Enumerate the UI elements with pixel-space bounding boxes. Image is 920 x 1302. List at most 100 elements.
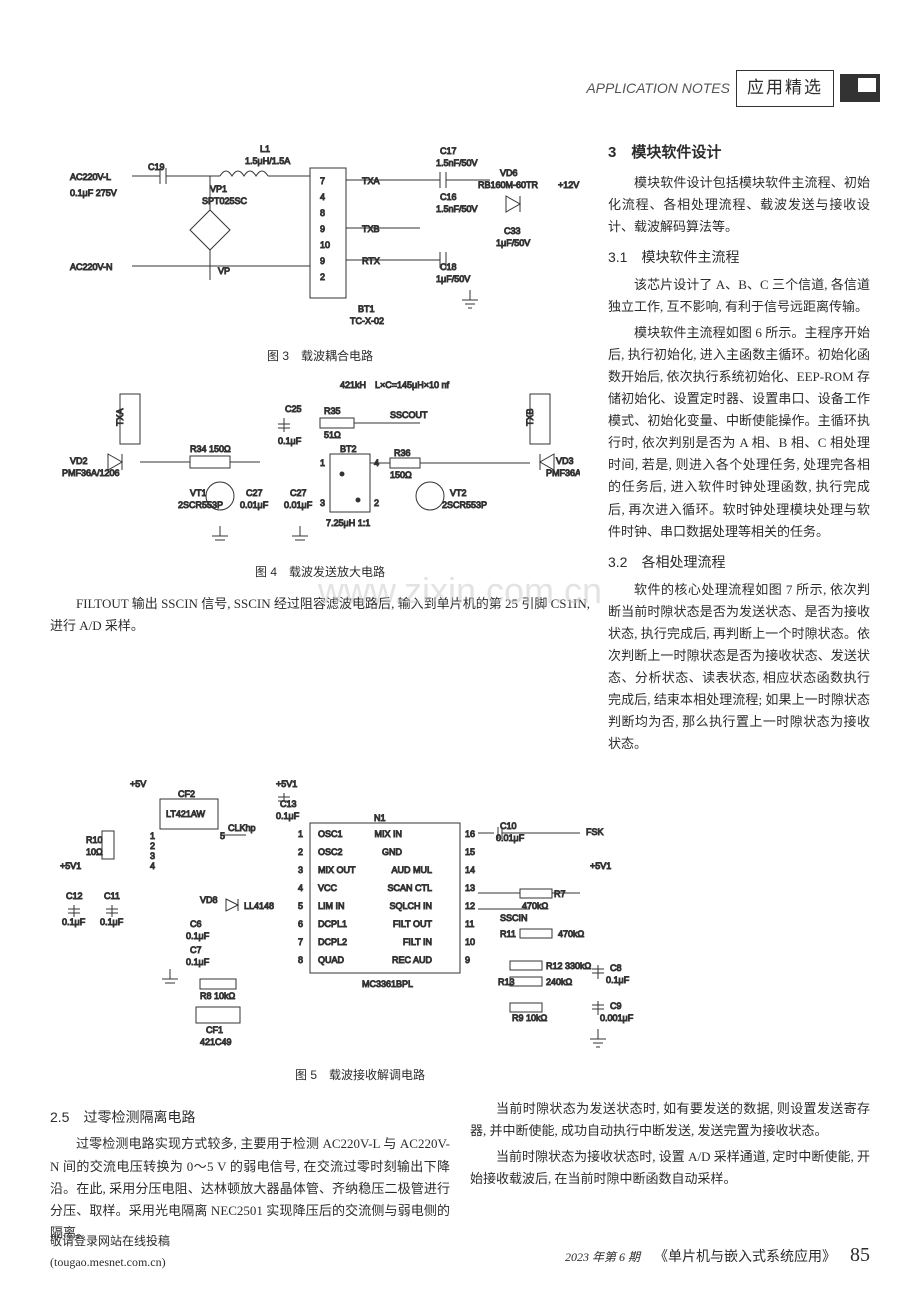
fig4-r35: R35: [324, 406, 341, 416]
fig3-txb: TXB: [362, 224, 380, 234]
fig3-pin7: 8: [320, 208, 325, 218]
fig5-clkhp: CLKhp: [228, 823, 256, 833]
footer-url: (tougao.mesnet.com.cn): [50, 1252, 170, 1272]
svg-text:1: 1: [150, 831, 155, 841]
fig5-r10: R10: [86, 835, 103, 845]
footer-submit-text: 敬请登录网站在线投稿: [50, 1231, 170, 1251]
fig5-cf1: CF1: [206, 1025, 223, 1035]
fig5-c7-val: 0.1μF: [186, 957, 210, 967]
fig5-left-pins: 1OSC1 2OSC2 3MIX OUT 4VCC 5LIM IN 6DCPL1…: [298, 829, 356, 965]
fig3-c18: C18: [440, 262, 457, 272]
fig3-pin9: 9: [320, 256, 325, 266]
fig5-r12: R12 330kΩ: [546, 961, 592, 971]
header-en-label: APPLICATION NOTES: [586, 77, 730, 101]
svg-text:1: 1: [320, 458, 325, 468]
fig3-l1-val: 1.5μH/1.5A: [245, 156, 290, 166]
svg-text:10: 10: [465, 937, 475, 947]
fig5-c8: C8: [610, 963, 622, 973]
figure-3: AC220V-L 0.1μF 275V C19 L1 1.5μH/1.5A VP…: [50, 140, 590, 366]
fig5-cf2: CF2: [178, 789, 195, 799]
fig5-c7: C7: [190, 945, 202, 955]
fig3-c18-val: 1μF/50V: [436, 274, 470, 284]
fig4-vd2: VD2: [70, 456, 88, 466]
fig3-bt1-val: TC-X-02: [350, 316, 384, 326]
fig5-vd8-val: LL4148: [244, 901, 274, 911]
fig3-vd6-val: RB160M-60TR: [478, 180, 539, 190]
svg-text:MIX IN: MIX IN: [374, 829, 402, 839]
fig4-vt1: VT1: [190, 488, 207, 498]
fig5-c9: C9: [610, 1001, 622, 1011]
figure-5: +5V +5V1 +5V1 +5V1 CF2 LT421AW 12 34 5 C…: [50, 769, 670, 1085]
sec25-body: 过零检测电路实现方式较多, 主要用于检测 AC220V-L 与 AC220V-N…: [50, 1133, 450, 1243]
svg-text:SCAN CTL: SCAN CTL: [387, 883, 432, 893]
fig3-ac-l: AC220V-L: [70, 172, 111, 182]
fig4-c27b: C27: [290, 488, 307, 498]
fig5-c6-val: 0.1μF: [186, 931, 210, 941]
svg-text:4: 4: [298, 883, 303, 893]
svg-text:SQLCH IN: SQLCH IN: [389, 901, 432, 911]
fig5-v5-1a: +5V1: [276, 779, 297, 789]
svg-text:14: 14: [465, 865, 475, 875]
fig5-c6: C6: [190, 919, 202, 929]
fig5-caption: 图 5 载波接收解调电路: [50, 1065, 670, 1085]
footer-magazine: 《单片机与嵌入式系统应用》: [654, 1246, 836, 1270]
fig4-vd3: VD3: [556, 456, 574, 466]
fig4-bt2: BT2: [340, 444, 357, 454]
fig4-ratio: 7.25μH 1:1: [326, 518, 370, 528]
para-filtout: FILTOUT 输出 SSCIN 信号, SSCIN 经过阻容滤波电路后, 输入…: [50, 593, 590, 637]
fig4-r36-val: 150Ω: [390, 470, 412, 480]
fig3-c33-val: 1μF/50V: [496, 238, 530, 248]
sec32-body2: 当前时隙状态为发送状态时, 如有要发送的数据, 则设置发送寄存器, 并中断使能,…: [470, 1098, 870, 1142]
figure-4: 421kH L×C=145μH×10 nf TXA TXB VD2 PMF36A…: [50, 376, 590, 582]
header-logo-icon: [840, 74, 880, 102]
fig3-l1: L1: [260, 144, 270, 154]
fig4-r35-val: 51Ω: [324, 430, 341, 440]
svg-text:VCC: VCC: [318, 883, 338, 893]
circuit-fig5-svg: +5V +5V1 +5V1 +5V1 CF2 LT421AW 12 34 5 C…: [50, 769, 670, 1059]
fig4-vd2-val: PMF36A/1206: [62, 468, 120, 478]
fig4-vt1-val: 2SCR553P: [178, 500, 223, 510]
svg-text:FILT IN: FILT IN: [403, 937, 432, 947]
fig5-c10-val: 0.01μF: [496, 833, 525, 843]
fig3-c19: C19: [148, 162, 165, 172]
fig3-v12: +12V: [558, 180, 579, 190]
svg-text:REC AUD: REC AUD: [392, 955, 433, 965]
svg-text:13: 13: [465, 883, 475, 893]
svg-text:16: 16: [465, 829, 475, 839]
fig5-r8: R8 10kΩ: [200, 991, 236, 1001]
fig5-r10-val: 10Ω: [86, 847, 103, 857]
fig5-vd8: VD8: [200, 895, 218, 905]
fig5-c11-val: 0.1μF: [100, 917, 124, 927]
svg-text:LIM IN: LIM IN: [318, 901, 345, 911]
fig5-v5-1c: +5V1: [590, 861, 611, 871]
fig3-vp1-val: SPT025SC: [202, 196, 248, 206]
sec3-body: 模块软件设计包括模块软件主流程、初始化流程、各相处理流程、载波发送与接收设计、载…: [608, 172, 870, 238]
fig5-c12-val: 0.1μF: [62, 917, 86, 927]
sec31-body1: 该芯片设计了 A、B、C 三个信道, 各信道独立工作, 互不影响, 有利于信号远…: [608, 274, 870, 318]
fig4-c27b-val: 0.01μF: [284, 500, 313, 510]
sec32-title: 3.2 各相处理流程: [608, 551, 870, 575]
fig4-txa: TXA: [115, 409, 125, 427]
fig3-c17-val: 1.5nF/50V: [436, 158, 478, 168]
page-header: APPLICATION NOTES 应用精选: [586, 70, 880, 107]
fig3-c16: C16: [440, 192, 457, 202]
circuit-fig4-svg: 421kH L×C=145μH×10 nf TXA TXB VD2 PMF36A…: [60, 376, 580, 556]
fig4-r34: R34 150Ω: [190, 444, 231, 454]
fig3-c16-val: 1.5nF/50V: [436, 204, 478, 214]
header-zh-label: 应用精选: [736, 70, 834, 107]
svg-text:AUD MUL: AUD MUL: [391, 865, 432, 875]
fig4-caption: 图 4 载波发送放大电路: [50, 562, 590, 582]
svg-text:3: 3: [150, 851, 155, 861]
fig4-vt2-val: 2SCR553P: [442, 500, 487, 510]
sec32-body1: 软件的核心处理流程如图 7 所示, 依次判断当前时隙状态是否为发送状态、是否为接…: [608, 579, 870, 756]
svg-text:OSC1: OSC1: [318, 829, 343, 839]
svg-text:GND: GND: [382, 847, 403, 857]
fig4-vt2: VT2: [450, 488, 467, 498]
svg-text:11: 11: [465, 919, 474, 929]
svg-text:9: 9: [465, 955, 470, 965]
fig5-c9-val: 0.001μF: [600, 1013, 634, 1023]
sec3-title: 3 模块软件设计: [608, 140, 870, 166]
fig3-pin2: 2: [320, 272, 325, 282]
fig5-n1-val: MC3361BPL: [362, 979, 413, 989]
sec25-title: 2.5 过零检测隔离电路: [50, 1106, 450, 1130]
